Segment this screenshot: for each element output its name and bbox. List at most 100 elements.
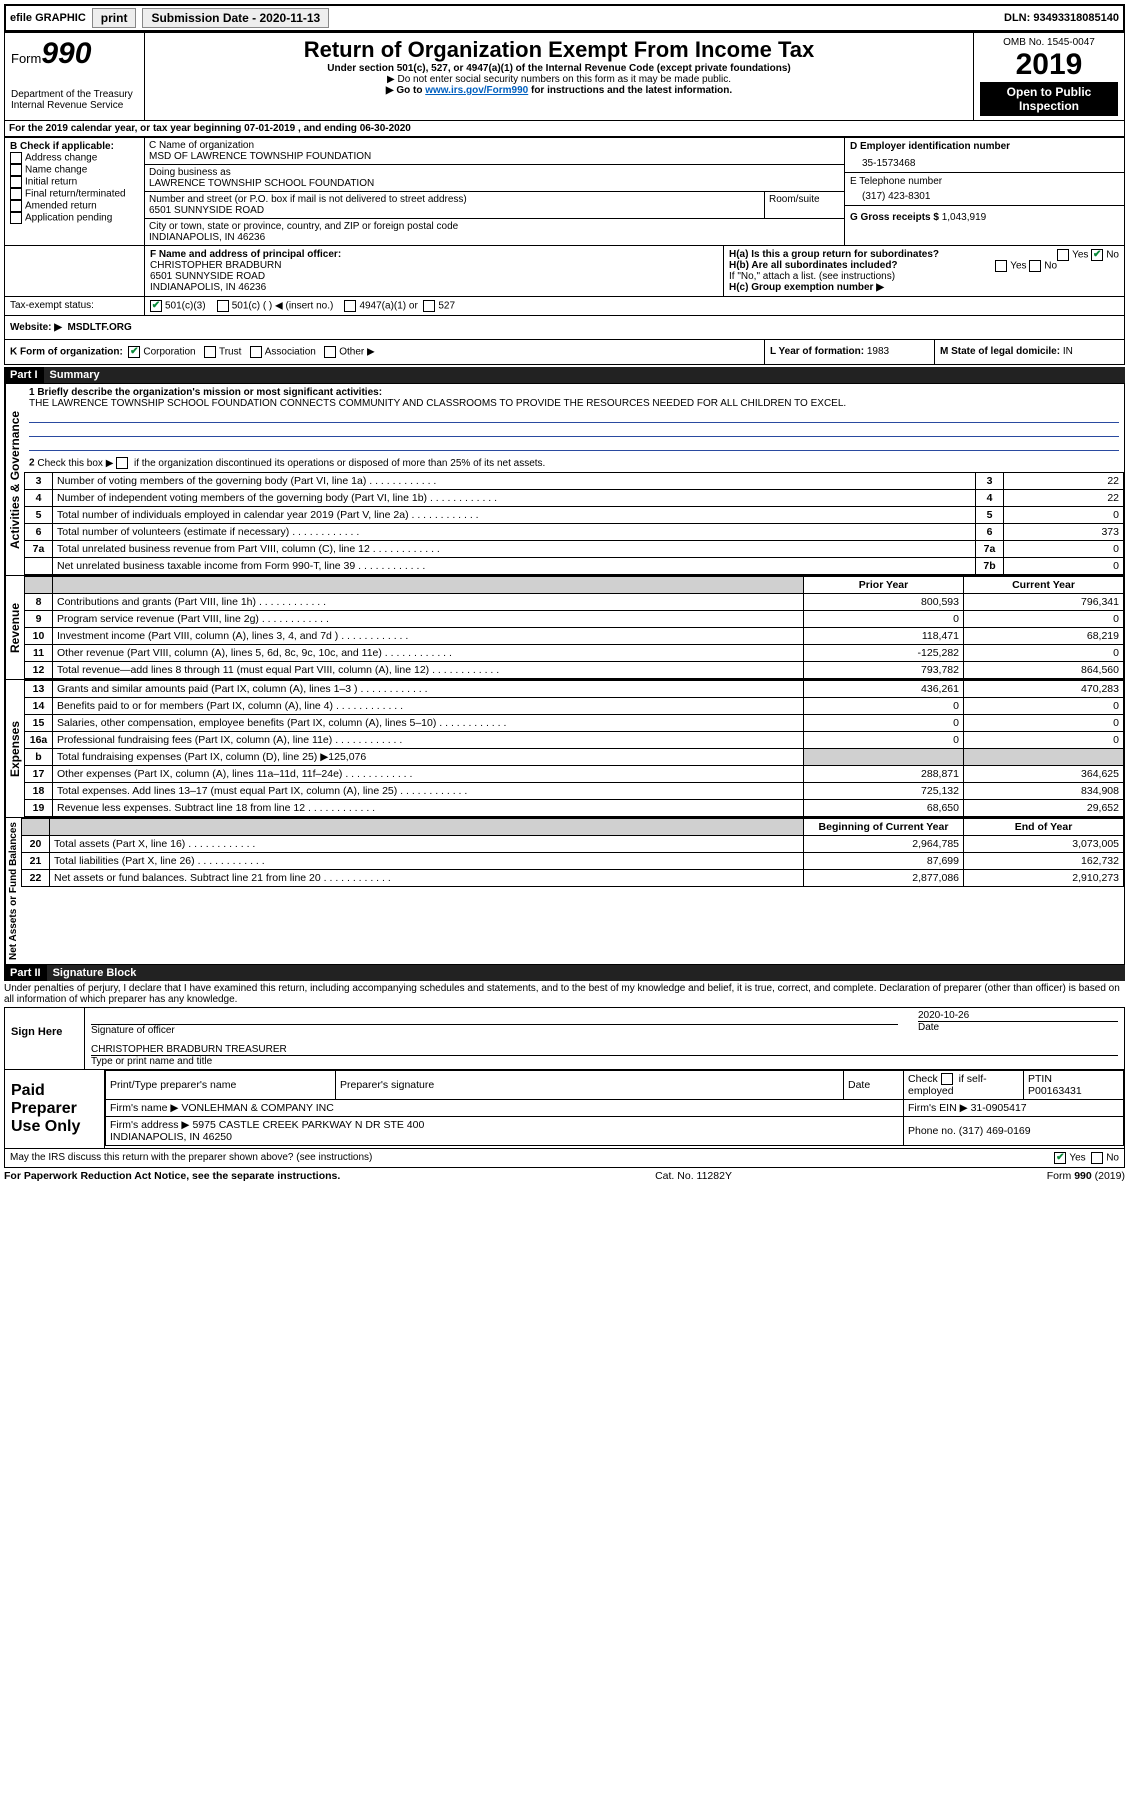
section-b: B Check if applicable: Address change Na… xyxy=(5,138,145,245)
prep-date-label: Date xyxy=(844,1071,904,1100)
g-label: G Gross receipts $ xyxy=(850,212,942,223)
page-footer: For Paperwork Reduction Act Notice, see … xyxy=(4,1168,1125,1184)
l-label: L Year of formation: xyxy=(770,346,867,357)
ha-label: H(a) Is this a group return for subordin… xyxy=(729,249,939,260)
dln-label: DLN: xyxy=(1004,12,1033,24)
b-item: Initial return xyxy=(10,176,139,188)
opt-501c3: 501(c)(3) xyxy=(165,301,206,312)
firm-ein: 31-0905417 xyxy=(971,1102,1027,1114)
gross-receipts: 1,043,919 xyxy=(942,212,987,223)
tax-year: 2019 xyxy=(980,48,1118,82)
checkbox-icon[interactable] xyxy=(10,200,22,212)
checkbox-icon[interactable] xyxy=(1054,1152,1066,1164)
print-button[interactable]: print xyxy=(92,8,137,28)
b-item: Address change xyxy=(10,152,139,164)
yes-label: Yes xyxy=(1069,1153,1085,1164)
checkbox-icon[interactable] xyxy=(1029,260,1041,272)
ha-row: H(a) Is this a group return for subordin… xyxy=(729,249,1119,260)
line-a: For the 2019 calendar year, or tax year … xyxy=(4,121,1125,137)
officer-addr1: 6501 SUNNYSIDE ROAD xyxy=(150,271,718,282)
checkbox-icon[interactable] xyxy=(128,346,140,358)
no-label: No xyxy=(1044,261,1057,272)
form990-link[interactable]: www.irs.gov/Form990 xyxy=(425,85,528,96)
k-assoc: Association xyxy=(265,347,316,358)
rule-line xyxy=(29,423,1119,437)
checkbox-icon[interactable] xyxy=(1091,1152,1103,1164)
checkbox-icon[interactable] xyxy=(1057,249,1069,261)
part1-body: Activities & Governance 1 Briefly descri… xyxy=(4,383,1125,576)
section-c: C Name of organization MSD OF LAWRENCE T… xyxy=(145,138,844,245)
city-label: City or town, state or province, country… xyxy=(149,221,840,232)
ptin-cell: PTINP00163431 xyxy=(1024,1071,1124,1100)
sig-officer-label: Signature of officer xyxy=(91,1025,898,1036)
subdate-label: Submission Date - xyxy=(151,11,259,25)
ein-value: 35-1573468 xyxy=(850,152,1119,169)
governance-table: 3Number of voting members of the governi… xyxy=(24,472,1124,575)
efile-label: efile GRAPHIC xyxy=(10,12,86,24)
hb-row: H(b) Are all subordinates included? Yes … xyxy=(729,260,1119,271)
street-value: 6501 SUNNYSIDE ROAD xyxy=(149,205,760,216)
note2-pre: ▶ Go to xyxy=(386,85,425,96)
k-other: Other ▶ xyxy=(339,347,374,358)
no-label: No xyxy=(1106,1153,1119,1164)
checkbox-icon[interactable] xyxy=(344,300,356,312)
checkbox-icon[interactable] xyxy=(10,164,22,176)
checkbox-icon[interactable] xyxy=(10,152,22,164)
k-corp: Corporation xyxy=(143,347,195,358)
checkbox-icon[interactable] xyxy=(217,300,229,312)
note1: ▶ Do not enter social security numbers o… xyxy=(151,74,967,85)
checkbox-icon[interactable] xyxy=(324,346,336,358)
form-prefix: Form xyxy=(11,51,41,66)
domicile-state: IN xyxy=(1063,346,1073,357)
rule-line xyxy=(29,409,1119,423)
checkbox-icon[interactable] xyxy=(116,457,128,469)
e-label: E Telephone number xyxy=(850,176,1119,187)
checkbox-icon[interactable] xyxy=(204,346,216,358)
checkbox-icon[interactable] xyxy=(150,300,162,312)
note2: ▶ Go to www.irs.gov/Form990 for instruct… xyxy=(151,85,967,96)
omb-label: OMB No. 1545-0047 xyxy=(980,37,1118,48)
footer-left: For Paperwork Reduction Act Notice, see … xyxy=(4,1170,340,1182)
part1-tab: Part I xyxy=(4,367,44,383)
officer-addr2: INDIANAPOLIS, IN 46236 xyxy=(150,282,718,293)
expenses-section: Expenses 13Grants and similar amounts pa… xyxy=(4,680,1125,818)
checkbox-icon[interactable] xyxy=(10,188,22,200)
officer-name: CHRISTOPHER BRADBURN xyxy=(150,260,718,271)
dln: DLN: 93493318085140 xyxy=(1004,12,1119,24)
footer-right: Form 990 (2019) xyxy=(1047,1170,1125,1182)
officer-typed: CHRISTOPHER BRADBURN TREASURER xyxy=(91,1044,1118,1055)
part1-title: Summary xyxy=(44,367,1125,383)
q1-label: 1 Briefly describe the organization's mi… xyxy=(29,387,1119,398)
b-item: Application pending xyxy=(10,212,139,224)
sign-here-label: Sign Here xyxy=(5,1008,85,1069)
expenses-table: 13Grants and similar amounts paid (Part … xyxy=(24,680,1124,817)
section-f: F Name and address of principal officer:… xyxy=(145,246,724,296)
preparer-table: Print/Type preparer's name Preparer's si… xyxy=(105,1070,1124,1146)
opt-527: 527 xyxy=(438,301,455,312)
section-i: Tax-exempt status: 501(c)(3) 501(c) ( ) … xyxy=(4,297,1125,316)
may-irs-row: May the IRS discuss this return with the… xyxy=(4,1149,1125,1168)
footer-mid: Cat. No. 11282Y xyxy=(655,1170,732,1182)
part2-tab: Part II xyxy=(4,965,47,981)
may-irs-text: May the IRS discuss this return with the… xyxy=(10,1152,1054,1164)
f-label: F Name and address of principal officer: xyxy=(150,249,718,260)
submission-date-button[interactable]: Submission Date - 2020-11-13 xyxy=(142,8,329,28)
section-h: H(a) Is this a group return for subordin… xyxy=(724,246,1124,296)
b-opt: Address change xyxy=(25,153,97,164)
checkbox-icon[interactable] xyxy=(10,212,22,224)
checkbox-icon[interactable] xyxy=(995,260,1007,272)
revenue-table: Prior YearCurrent Year8Contributions and… xyxy=(24,576,1124,679)
checkbox-icon[interactable] xyxy=(10,176,22,188)
city-value: INDIANAPOLIS, IN 46236 xyxy=(149,232,840,243)
open-to-public: Open to Public Inspection xyxy=(980,82,1118,116)
k-trust: Trust xyxy=(219,347,241,358)
dba-label: Doing business as xyxy=(149,167,840,178)
checkbox-icon[interactable] xyxy=(250,346,262,358)
dln-value: 93493318085140 xyxy=(1033,12,1119,24)
dept-label: Department of the Treasury xyxy=(11,89,138,100)
checkbox-icon[interactable] xyxy=(941,1073,953,1085)
checkbox-icon[interactable] xyxy=(1091,249,1103,261)
checkbox-icon[interactable] xyxy=(423,300,435,312)
note2-post: for instructions and the latest informat… xyxy=(528,85,732,96)
i-label: Tax-exempt status: xyxy=(5,297,145,315)
